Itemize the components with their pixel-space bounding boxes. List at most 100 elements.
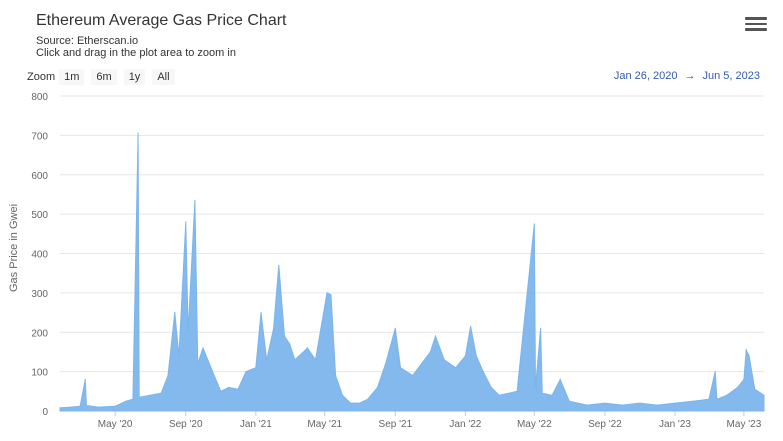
data-point — [273, 327, 275, 329]
x-tick-label: Jan '22 — [449, 419, 481, 430]
data-point — [443, 359, 445, 361]
x-tick-label: Jan '23 — [659, 419, 691, 430]
data-point — [220, 390, 222, 392]
data-point — [278, 264, 280, 266]
data-point — [160, 392, 162, 394]
data-point — [429, 351, 431, 353]
data-point — [330, 294, 332, 296]
data-point — [79, 405, 81, 407]
data-point — [294, 359, 296, 361]
y-tick-label-700: 700 — [31, 131, 48, 142]
zoom-range-selector: Zoom 1m 6m 1y All — [27, 69, 182, 85]
x-tick-label: Sep '22 — [588, 419, 622, 430]
chart-title: Ethereum Average Gas Price Chart — [36, 12, 287, 29]
data-point — [455, 367, 457, 369]
data-point — [59, 407, 61, 409]
data-point — [237, 388, 239, 390]
x-tick-label: May '20 — [98, 419, 133, 430]
data-point — [385, 363, 387, 365]
data-point — [326, 292, 328, 294]
y-tick-label-800: 800 — [31, 92, 48, 103]
data-point — [132, 398, 134, 400]
chart-source: Source: Etherscan.io — [36, 35, 139, 47]
data-point — [341, 394, 344, 396]
data-point — [266, 359, 268, 361]
data-point — [314, 359, 317, 361]
data-point — [470, 325, 472, 327]
data-point — [202, 347, 204, 349]
data-point — [434, 335, 437, 337]
data-point — [674, 402, 676, 404]
y-tick-label-600: 600 — [31, 171, 48, 182]
zoom-button-6m[interactable]: 6m — [91, 69, 117, 85]
data-point — [743, 378, 745, 381]
gas-price-area-series — [59, 133, 765, 412]
data-point — [568, 400, 570, 402]
data-point — [399, 367, 402, 369]
data-point — [187, 331, 189, 333]
data-point — [137, 132, 139, 134]
x-tick-label: Sep '21 — [379, 419, 413, 430]
data-point — [350, 402, 352, 404]
data-point — [306, 347, 309, 349]
x-tick-label: May '21 — [307, 419, 342, 430]
data-point — [125, 400, 127, 402]
y-tick-label-200: 200 — [31, 328, 48, 339]
data-point — [692, 400, 694, 402]
arrow-right-icon: → — [684, 70, 696, 82]
data-point — [737, 386, 739, 388]
data-point — [490, 386, 492, 388]
data-point — [498, 394, 500, 396]
chart-zoom-hint: Click and drag in the plot area to zoom … — [36, 47, 236, 59]
data-point — [85, 404, 87, 407]
zoom-button-1m[interactable]: 1m — [59, 69, 85, 85]
data-point — [604, 402, 606, 404]
data-point — [475, 355, 477, 357]
y-tick-label-500: 500 — [31, 210, 48, 221]
data-point — [745, 349, 747, 351]
data-point — [245, 371, 247, 373]
date-range-from[interactable]: Jan 26, 2020 — [613, 70, 678, 82]
x-tick-label: May '23 — [727, 419, 762, 430]
data-point — [167, 375, 169, 377]
data-point — [289, 343, 291, 345]
y-tick-label-300: 300 — [31, 289, 48, 300]
data-point — [482, 371, 484, 373]
hamburger-menu-icon[interactable] — [745, 17, 767, 33]
data-point — [178, 355, 180, 357]
data-point — [97, 406, 99, 408]
data-point — [283, 335, 286, 337]
date-range-to[interactable]: Jun 5, 2023 — [702, 70, 761, 82]
data-point — [534, 386, 537, 388]
date-range: Jan 26, 2020 → Jun 5, 2023 — [614, 70, 760, 82]
data-point — [359, 402, 361, 404]
data-point — [748, 355, 750, 357]
zoom-label: Zoom — [27, 71, 56, 83]
data-point — [754, 388, 756, 390]
data-point — [84, 378, 86, 381]
data-point — [540, 327, 542, 329]
y-tick-label-400: 400 — [31, 250, 48, 261]
x-tick-label: Jan '21 — [240, 419, 272, 430]
data-point — [376, 386, 379, 388]
chart-subtitle: Source: Etherscan.io Click and drag in t… — [36, 35, 236, 59]
data-point — [714, 371, 716, 373]
data-point — [185, 221, 187, 223]
zoom-button-all[interactable]: All — [152, 69, 175, 85]
data-point — [533, 223, 535, 225]
zoom-button-1y[interactable]: 1y — [123, 69, 146, 85]
data-point — [149, 394, 151, 396]
data-point — [639, 402, 641, 404]
data-point — [708, 398, 710, 400]
data-point — [716, 398, 718, 400]
data-point — [174, 312, 176, 314]
data-point — [516, 390, 518, 392]
data-point — [464, 355, 466, 357]
data-point — [70, 406, 73, 408]
data-point — [114, 405, 116, 407]
data-point — [335, 375, 337, 377]
data-point — [586, 404, 588, 406]
data-point — [726, 394, 728, 396]
data-point — [197, 363, 199, 365]
